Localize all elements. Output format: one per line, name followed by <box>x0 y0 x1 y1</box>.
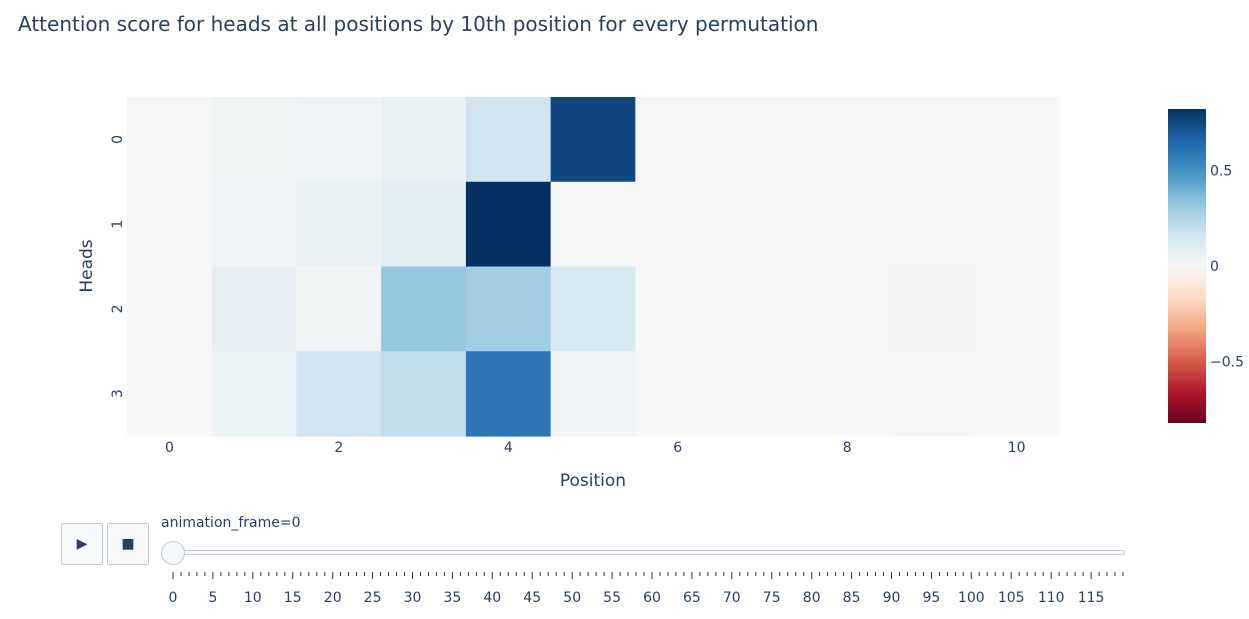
heatmap-cell <box>211 351 298 437</box>
heatmap-cell <box>550 351 636 437</box>
heatmap-cell <box>804 266 891 352</box>
heatmap-cell <box>635 351 721 437</box>
heatmap-cell <box>296 97 382 183</box>
y-tick-label: 3 <box>110 389 126 398</box>
y-tick-label: 0 <box>110 135 126 144</box>
x-axis-ticks: 0 2 4 6 8 10 <box>165 440 1026 456</box>
heatmap-cell <box>381 266 467 352</box>
heatmap-cell <box>211 181 298 268</box>
heatmap-cell <box>550 181 636 268</box>
stop-button[interactable]: ■ <box>107 523 149 565</box>
animation-slider-track[interactable] <box>172 550 1125 555</box>
colorbar-tick-label: −0.5 <box>1210 355 1244 371</box>
heatmap-cell <box>127 181 213 268</box>
heatmap-cell <box>974 181 1060 268</box>
heatmap-cell <box>465 181 552 268</box>
heatmap-cell <box>889 351 975 437</box>
y-axis-title: Heads <box>77 239 97 292</box>
chart-title: Attention score for heads at all positio… <box>18 12 819 36</box>
heatmap-cell <box>889 181 975 268</box>
play-button[interactable]: ▶ <box>61 523 103 565</box>
heatmap-cell <box>465 351 552 437</box>
play-icon: ▶ <box>76 536 88 552</box>
heatmap-cell <box>635 181 721 268</box>
y-axis-ticks: 0 1 2 3 <box>110 135 126 398</box>
colorbar-ticks: 0.5 0 −0.5 <box>1210 163 1244 370</box>
colorbar <box>1168 109 1206 423</box>
stop-icon: ■ <box>121 536 135 552</box>
heatmap-cell <box>127 97 213 183</box>
heatmap-cell <box>974 266 1060 352</box>
x-tick-label: 8 <box>843 440 852 456</box>
heatmap-cell <box>974 351 1060 437</box>
x-tick-label: 0 <box>165 440 174 456</box>
y-tick-label: 2 <box>110 304 126 313</box>
animation-frame-label: animation_frame=0 <box>161 515 301 531</box>
heatmap-cell <box>381 181 467 268</box>
heatmap-cell <box>296 266 382 352</box>
heatmap-cell <box>804 181 891 268</box>
heatmap-cell <box>720 266 806 352</box>
colorbar-tick-label: 0.5 <box>1210 163 1232 179</box>
x-axis-title: Position <box>560 471 626 491</box>
heatmap-cell <box>381 97 467 183</box>
heatmap-cell <box>804 97 891 183</box>
animation-slider-handle[interactable] <box>161 541 185 565</box>
heatmap-cells <box>127 97 1060 437</box>
heatmap-cell <box>381 351 467 437</box>
heatmap-cell <box>465 266 552 352</box>
x-tick-label: 4 <box>504 440 513 456</box>
heatmap-cell <box>465 97 552 183</box>
heatmap-cell <box>635 266 721 352</box>
y-tick-label: 1 <box>110 220 126 229</box>
heatmap-cell <box>720 181 806 268</box>
heatmap-cell <box>127 351 213 437</box>
heatmap-cell <box>804 351 891 437</box>
colorbar-tick-label: 0 <box>1210 259 1219 275</box>
heatmap-cell <box>720 351 806 437</box>
heatmap-cell <box>550 97 636 183</box>
x-tick-label: 6 <box>673 440 682 456</box>
heatmap-cell <box>635 97 721 183</box>
heatmap-cell <box>889 97 975 183</box>
heatmap-cell <box>720 97 806 183</box>
heatmap-cell <box>550 266 636 352</box>
heatmap-cell <box>889 266 975 352</box>
heatmap-cell <box>211 97 298 183</box>
heatmap-cell <box>296 181 382 268</box>
heatmap-cell <box>127 266 213 352</box>
x-tick-label: 2 <box>334 440 343 456</box>
heatmap-cell <box>296 351 382 437</box>
x-tick-label: 10 <box>1008 440 1026 456</box>
heatmap-cell <box>974 97 1060 183</box>
heatmap-cell <box>211 266 298 352</box>
